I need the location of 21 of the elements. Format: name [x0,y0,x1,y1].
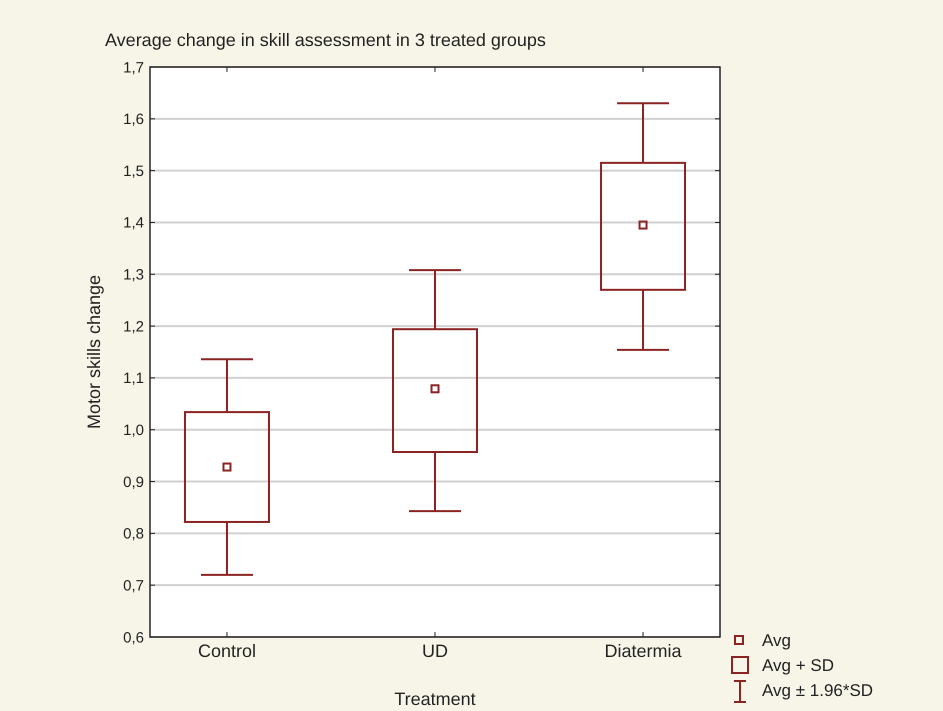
x-tick-label: Control [198,641,256,661]
y-tick-label: 1,4 [123,214,144,232]
y-tick-label: 0,7 [123,577,144,594]
chart-title: Average change in skill assessment in 3 treated groups [105,30,546,50]
y-tick-label: 1,2 [123,318,144,336]
x-tick-label: UD [422,641,448,661]
y-tick-label: 1,6 [123,111,144,128]
x-axis-title: Treatment [394,689,476,709]
y-tick-label: 1,5 [123,162,144,180]
y-tick-label: 1,7 [123,59,144,76]
text: Avg [762,630,791,650]
y-tick-label: 1,3 [123,266,144,284]
y-tick-label: 0,8 [123,526,144,543]
x-tick-label: Diatermia [604,641,683,661]
y-tick-label: 1,0 [123,422,144,439]
text: Avg ± 1.96*SD [762,680,874,700]
y-tick-label: 0,6 [123,629,144,646]
text: Avg + SD [762,656,834,675]
y-tick-label: 1,1 [123,370,144,388]
y-axis-title: Motor skills change [84,274,104,430]
y-tick-label: 0,9 [123,474,144,491]
